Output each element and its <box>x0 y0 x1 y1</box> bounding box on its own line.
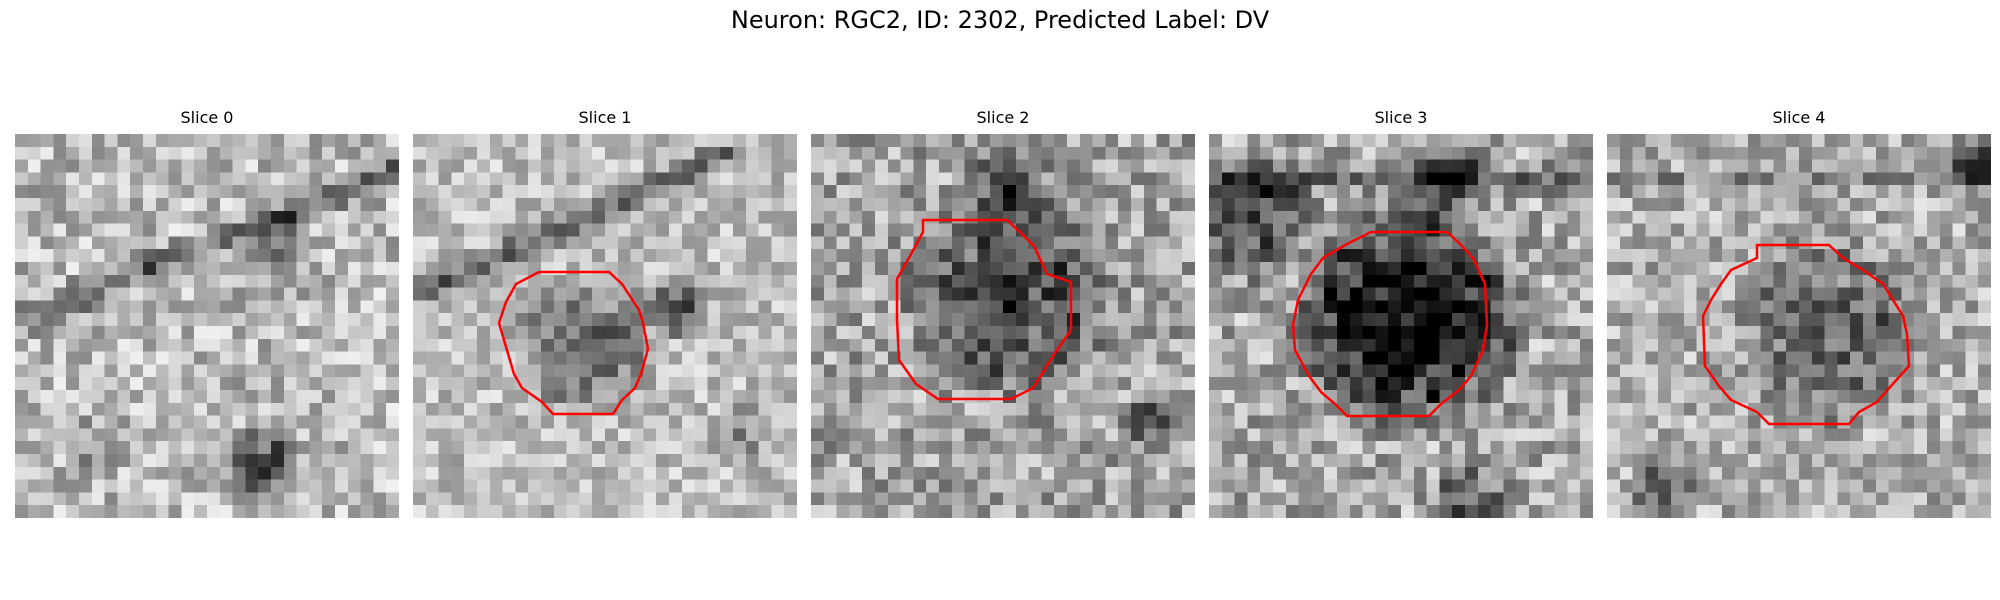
slice-image-0 <box>15 134 399 518</box>
slice-image-1 <box>413 134 797 518</box>
roi-contour-3 <box>1291 230 1489 418</box>
slice-title-0: Slice 0 <box>180 108 234 127</box>
slice-title-2: Slice 2 <box>976 108 1030 127</box>
slice-title-3: Slice 3 <box>1374 108 1428 127</box>
slice-title-1: Slice 1 <box>578 108 632 127</box>
slice-image-2 <box>811 134 1195 518</box>
figure-title: Neuron: RGC2, ID: 2302, Predicted Label:… <box>730 6 1270 34</box>
roi-contour-1 <box>497 270 650 416</box>
slice-image-4 <box>1607 134 1991 518</box>
roi-contour-2 <box>895 218 1073 401</box>
slice-title-4: Slice 4 <box>1772 108 1826 127</box>
roi-contour-4 <box>1701 243 1911 426</box>
slice-image-3 <box>1209 134 1593 518</box>
